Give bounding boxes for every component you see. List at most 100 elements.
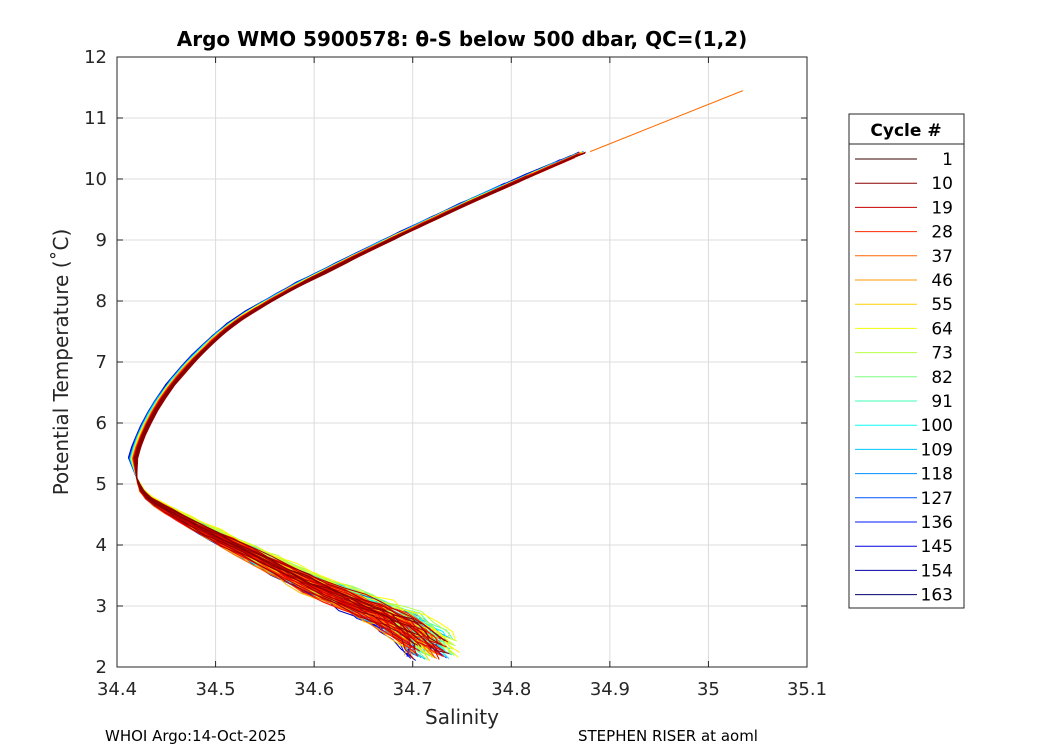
profile-line	[133, 152, 583, 637]
profile-line	[132, 174, 531, 649]
chart-title: Argo WMO 5900578: θ-S below 500 dbar, QC…	[177, 27, 747, 51]
profile-line	[133, 174, 532, 648]
y-tick-label: 9	[96, 230, 107, 251]
legend-entry-label: 91	[931, 392, 953, 412]
profile-line	[131, 176, 526, 644]
profile-line	[132, 154, 576, 646]
legend-entries: 1 10 19 28 37 46 55 64 73 82 91 100 109 118 127 136 145 1…	[855, 150, 953, 606]
legend-entry-label: 55	[931, 295, 953, 315]
legend-entry-label: 19	[931, 198, 953, 218]
x-tick-label: 34.9	[590, 679, 630, 700]
profile-line	[130, 173, 530, 638]
legend-entry-label: 1	[942, 150, 953, 170]
profile-line	[130, 169, 540, 643]
legend-box	[848, 113, 965, 609]
profile-line	[130, 156, 569, 646]
profile-line	[128, 159, 562, 643]
profile-line	[136, 157, 574, 655]
profile-line	[129, 178, 516, 646]
profile-line	[135, 185, 508, 643]
profile-line	[132, 165, 552, 654]
profile-line	[135, 186, 506, 641]
legend-entry-label: 127	[921, 489, 953, 509]
profile-line	[132, 172, 536, 643]
profile-line	[130, 151, 580, 657]
profile-line	[130, 156, 570, 642]
profile-line	[132, 172, 535, 641]
profile-line	[133, 169, 545, 646]
x-tick-label: 34.4	[97, 679, 137, 700]
profile-line	[133, 162, 559, 656]
profile-line	[136, 157, 576, 653]
profile-line	[131, 164, 552, 655]
legend-entry-label: 46	[931, 271, 953, 291]
profile-line	[132, 151, 584, 660]
y-tick-label: 12	[84, 47, 107, 68]
profile-line	[134, 151, 586, 647]
profile-line	[131, 158, 567, 647]
profile-line	[135, 152, 586, 646]
profile-line	[131, 163, 557, 649]
profile-line	[130, 161, 557, 652]
profile-line	[131, 171, 536, 644]
profile-line	[129, 159, 561, 647]
profile-line	[132, 161, 561, 654]
profile-line	[135, 154, 579, 649]
axis-ticks: 34.4 34.5 34.6 34.7 34.8 34.9 35 35.1 2 3 4 5 6 7 8 9 10…	[84, 47, 827, 700]
profile-line	[130, 163, 554, 654]
legend-entry-label: 145	[921, 537, 953, 557]
profile-line	[130, 162, 556, 655]
profile-line	[133, 169, 543, 644]
profile-line	[135, 166, 552, 642]
profile-line	[136, 162, 563, 638]
x-tick-label: 34.6	[294, 679, 334, 700]
profile-line	[128, 158, 563, 645]
y-axis-label: Potential Temperature (˚C)	[49, 229, 73, 496]
profile-line	[135, 160, 567, 658]
legend-entry-label: 136	[921, 513, 953, 533]
profile-line	[133, 186, 502, 639]
legend-entry-label: 10	[931, 174, 953, 194]
theta-s-profiles	[127, 90, 744, 662]
profile-line	[129, 180, 515, 644]
profile-line	[132, 151, 583, 645]
profile-line	[131, 177, 524, 647]
profile-line	[133, 154, 579, 652]
profile-line	[132, 150, 584, 657]
legend: Cycle # 1 10 19 28 37 46 55 64 73 82 91 100 109 118 12…	[848, 113, 965, 609]
profile-line	[132, 166, 548, 639]
profile-line	[132, 163, 554, 651]
legend-entry-label: 118	[921, 465, 953, 485]
profile-line	[134, 158, 568, 655]
profile-line	[131, 164, 555, 647]
profile-line	[134, 175, 529, 649]
grid	[117, 57, 807, 667]
profile-line	[131, 189, 495, 638]
profile-line	[130, 175, 529, 642]
profile-line	[134, 170, 542, 648]
profile-line	[132, 167, 549, 641]
profile-line	[131, 163, 553, 657]
y-tick-label: 4	[96, 535, 107, 556]
profile-line	[136, 155, 577, 649]
y-tick-label: 5	[96, 474, 107, 495]
profile-line	[134, 164, 555, 640]
footer-credit-left: WHOI Argo:14-Oct-2025	[105, 727, 286, 745]
profile-line	[133, 156, 574, 648]
profile-line	[129, 161, 558, 649]
profile-line	[133, 153, 580, 648]
legend-entry-label: 109	[921, 440, 953, 460]
profile-extension-line	[589, 90, 744, 153]
profile-line	[133, 156, 572, 650]
profile-line	[135, 160, 565, 660]
profile-line	[132, 173, 534, 647]
profile-line	[134, 158, 570, 653]
profile-line	[133, 174, 530, 646]
y-tick-label: 3	[96, 596, 107, 617]
profile-line	[134, 165, 553, 643]
legend-entry-label: 28	[931, 223, 953, 243]
profile-line	[133, 162, 560, 658]
profile-line	[129, 160, 560, 650]
profile-line	[135, 161, 566, 657]
legend-entry-label: 64	[931, 319, 953, 339]
